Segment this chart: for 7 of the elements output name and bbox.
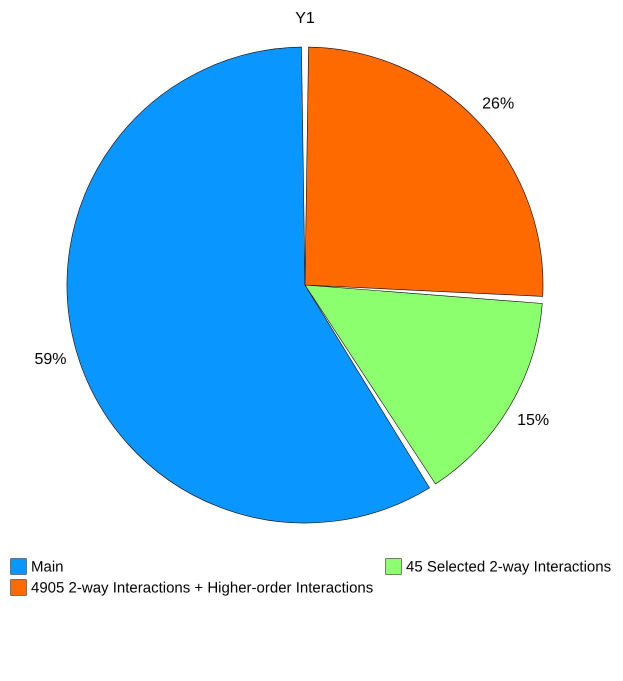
legend-label: 45 Selected 2-way Interactions xyxy=(406,558,612,576)
data-label: 59% xyxy=(34,350,67,368)
legend-label: Main xyxy=(31,558,64,576)
data-label: 15% xyxy=(517,412,550,429)
chart-title: Y1 xyxy=(295,10,315,27)
legend-label: 4905 2-way Interactions + Higher-order Interactions xyxy=(31,580,374,596)
data-label: 26% xyxy=(482,96,514,113)
